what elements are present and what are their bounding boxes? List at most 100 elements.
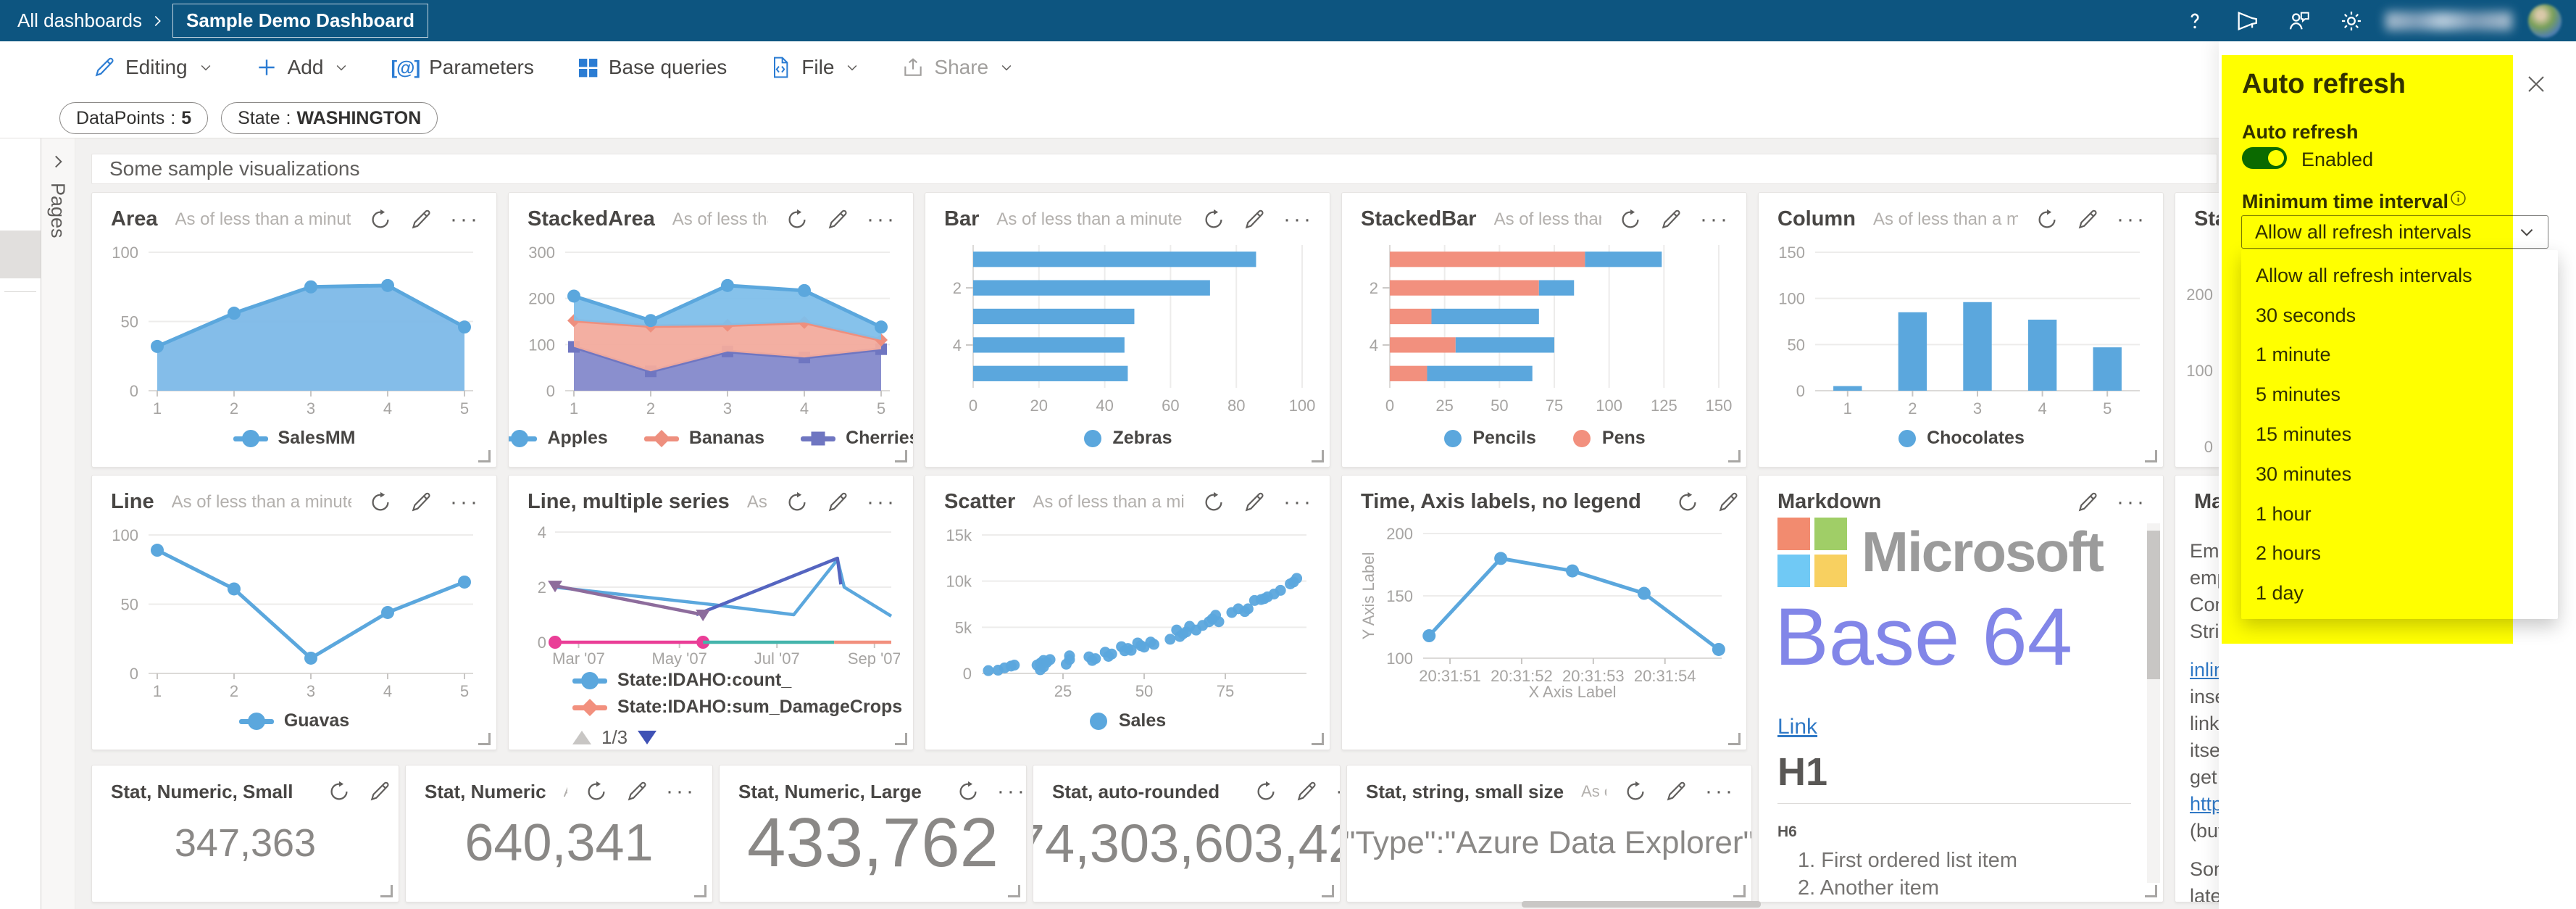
tile-scrollbar[interactable]: [2147, 523, 2160, 883]
resize-handle[interactable]: [1008, 885, 1020, 897]
more-options-icon[interactable]: ···: [1700, 207, 1730, 231]
refresh-icon[interactable]: [1619, 208, 1642, 231]
interval-option[interactable]: 2 hours: [2256, 542, 2322, 565]
interval-dropdown[interactable]: Allow all refresh intervals: [2241, 215, 2548, 249]
add-menu-button[interactable]: Add: [255, 56, 349, 79]
legend-item[interactable]: Cherries: [801, 428, 913, 449]
chart-legend[interactable]: Sales: [925, 710, 1330, 731]
parameters-button[interactable]: [@] Parameters: [391, 56, 534, 78]
resize-handle[interactable]: [694, 885, 706, 897]
chart-legend[interactable]: State:IDAHO:count_ State:IDAHO:sum_Damage…: [509, 670, 913, 749]
edit-icon[interactable]: [1243, 208, 1266, 231]
refresh-icon[interactable]: [328, 780, 351, 803]
chart-legend[interactable]: Guavas: [92, 710, 496, 731]
legend-item[interactable]: State:IDAHO:sum_DamageCrops: [572, 697, 902, 718]
resize-handle[interactable]: [1312, 733, 1324, 745]
settings-gear-icon[interactable]: [2339, 9, 2364, 33]
feedback-icon[interactable]: [2287, 9, 2312, 33]
filter-chip-state[interactable]: State: WASHINGTON: [221, 102, 438, 134]
share-menu-button[interactable]: Share: [901, 56, 1014, 79]
edit-icon[interactable]: [1295, 780, 1318, 803]
interval-option[interactable]: 30 minutes: [2256, 462, 2352, 485]
file-menu-button[interactable]: File: [769, 56, 859, 79]
chart-legend[interactable]: Chocolates: [1759, 428, 2163, 449]
interval-option[interactable]: 1 hour: [2256, 502, 2312, 525]
resize-handle[interactable]: [895, 733, 907, 745]
edit-icon[interactable]: [1664, 780, 1688, 803]
edit-icon[interactable]: [2076, 208, 2099, 231]
interval-option[interactable]: 5 minutes: [2256, 383, 2341, 406]
more-options-icon[interactable]: ···: [666, 779, 696, 803]
chart-legend[interactable]: SalesMM: [92, 428, 496, 449]
more-options-icon[interactable]: ···: [450, 207, 480, 231]
legend-item[interactable]: SalesMM: [233, 428, 355, 449]
edit-icon[interactable]: [2076, 491, 2099, 514]
legend-item[interactable]: Guavas: [238, 710, 349, 731]
page-down-icon[interactable]: [638, 731, 657, 744]
chart-legend[interactable]: Zebras: [925, 428, 1330, 449]
resize-handle[interactable]: [895, 450, 907, 462]
more-options-icon[interactable]: ···: [2117, 489, 2147, 514]
resize-handle[interactable]: [478, 450, 491, 462]
refresh-icon[interactable]: [369, 208, 392, 231]
filter-chip-datapoints[interactable]: DataPoints:5: [59, 102, 209, 134]
interval-option[interactable]: 1 day: [2256, 582, 2304, 605]
resize-handle[interactable]: [2145, 885, 2157, 897]
edit-icon[interactable]: [1659, 208, 1683, 231]
more-options-icon[interactable]: ···: [1705, 779, 1735, 803]
close-icon[interactable]: [2525, 73, 2547, 95]
edit-icon[interactable]: [1717, 491, 1740, 514]
refresh-icon[interactable]: [785, 491, 809, 514]
legend-pager[interactable]: 1/3: [572, 726, 657, 749]
more-options-icon[interactable]: ···: [996, 779, 1027, 803]
refresh-icon[interactable]: [2035, 208, 2059, 231]
refresh-icon[interactable]: [1676, 491, 1699, 514]
resize-handle[interactable]: [1312, 450, 1324, 462]
announcements-icon[interactable]: [2235, 9, 2259, 33]
expand-pages-icon[interactable]: [49, 152, 67, 171]
legend-item[interactable]: Apples: [509, 428, 608, 449]
interval-option[interactable]: 30 seconds: [2256, 304, 2356, 326]
more-options-icon[interactable]: ···: [1283, 207, 1314, 231]
edit-icon[interactable]: [826, 491, 849, 514]
resize-handle[interactable]: [1728, 450, 1741, 462]
base-queries-button[interactable]: Base queries: [576, 56, 727, 79]
auto-refresh-toggle[interactable]: [2242, 147, 2287, 169]
refresh-icon[interactable]: [785, 208, 809, 231]
edit-icon[interactable]: [409, 491, 433, 514]
legend-item[interactable]: Chocolates: [1897, 428, 2025, 449]
more-options-icon[interactable]: ···: [2117, 207, 2147, 231]
refresh-icon[interactable]: [1202, 208, 1225, 231]
resize-handle[interactable]: [1322, 885, 1334, 897]
refresh-icon[interactable]: [1202, 491, 1225, 514]
page-item-selected[interactable]: [0, 231, 41, 278]
more-options-icon[interactable]: ···: [867, 489, 897, 514]
resize-handle[interactable]: [478, 733, 491, 745]
dashboard-title[interactable]: Sample Demo Dashboard: [172, 4, 428, 38]
edit-icon[interactable]: [826, 208, 849, 231]
edit-icon[interactable]: [1243, 491, 1266, 514]
refresh-icon[interactable]: [585, 780, 608, 803]
chart-legend[interactable]: Pencils Pens: [1342, 428, 1746, 449]
resize-handle[interactable]: [2145, 450, 2157, 462]
edit-icon[interactable]: [409, 208, 433, 231]
more-options-icon[interactable]: ···: [450, 489, 480, 514]
resize-handle[interactable]: [380, 885, 393, 897]
legend-item[interactable]: Pens: [1572, 428, 1646, 449]
legend-item[interactable]: Bananas: [643, 428, 764, 449]
page-up-icon[interactable]: [572, 731, 591, 744]
chart-legend[interactable]: Apples Bananas Cherries: [509, 428, 913, 449]
horizontal-scrollbar-thumb[interactable]: [1522, 901, 1761, 908]
interval-option[interactable]: 15 minutes: [2256, 423, 2352, 446]
legend-item[interactable]: Zebras: [1083, 428, 1172, 449]
interval-option[interactable]: 1 minute: [2256, 344, 2331, 366]
more-options-icon[interactable]: ···: [867, 207, 897, 231]
help-icon[interactable]: [2183, 9, 2207, 33]
refresh-icon[interactable]: [369, 491, 392, 514]
more-options-icon[interactable]: ···: [1335, 781, 1340, 802]
info-icon[interactable]: [2449, 189, 2467, 207]
resize-handle[interactable]: [1728, 733, 1741, 745]
resize-handle[interactable]: [1733, 885, 1746, 897]
legend-item[interactable]: Sales: [1089, 710, 1166, 731]
markdown-link[interactable]: Link: [1777, 715, 1818, 739]
